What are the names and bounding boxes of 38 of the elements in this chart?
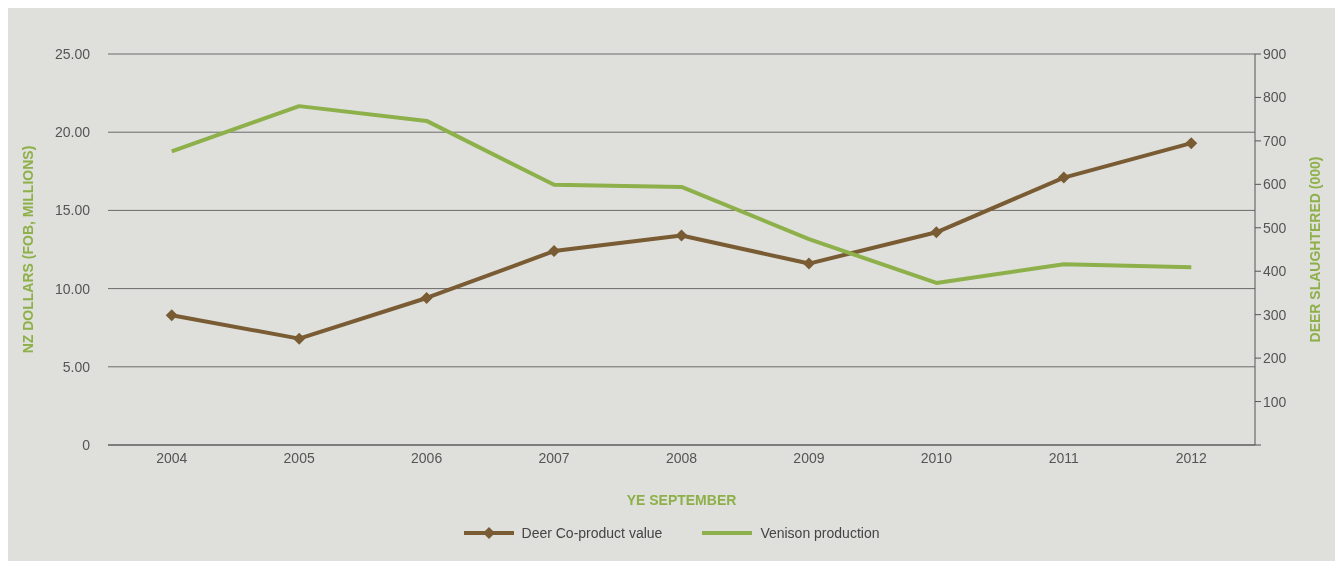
y-tick-label: 20.00 <box>54 124 91 141</box>
point <box>675 229 688 242</box>
point <box>165 309 178 322</box>
y-tick-label: 15.00 <box>54 202 91 219</box>
line-series <box>169 104 1194 285</box>
y2-axis-title: DEER SLAUGHTERED (000) <box>1306 156 1323 343</box>
point <box>802 257 815 270</box>
y-tick-label: 25.00 <box>54 45 91 62</box>
y2-tick-label: 300 <box>1263 306 1287 323</box>
x-tick-label: 2006 <box>411 449 443 466</box>
point <box>1057 171 1070 184</box>
y2-tick-label: 500 <box>1263 219 1287 236</box>
point <box>1185 137 1198 150</box>
x-axis-title: YE SEPTEMBER <box>626 492 737 508</box>
y2-tick-label: 900 <box>1263 45 1287 62</box>
y2-tick-label: 100 <box>1263 393 1287 410</box>
point <box>293 332 306 345</box>
y2-tick-label: 800 <box>1263 89 1287 106</box>
legend-label: Venison production <box>760 525 880 541</box>
x-tick-label: 2012 <box>1175 449 1208 466</box>
y-tick-label: 5.00 <box>62 358 91 375</box>
y-tick-label: 0 <box>82 436 91 453</box>
y-tick-label: 10.00 <box>54 280 91 297</box>
y2-tick-label: 700 <box>1263 132 1287 149</box>
x-tick-label: 2004 <box>156 449 188 466</box>
point <box>930 226 943 239</box>
x-tick-label: 2009 <box>793 449 825 466</box>
y2-tick-label: 600 <box>1263 176 1287 193</box>
x-tick-label: 2008 <box>665 449 698 466</box>
y2-tick-label: 200 <box>1263 350 1287 367</box>
x-tick-label: 2011 <box>1048 449 1080 466</box>
x-tick-label: 2010 <box>920 449 953 466</box>
x-tick-label: 2005 <box>283 449 315 466</box>
y2-tick-label: 400 <box>1263 263 1287 280</box>
y-axis-title: NZ DOLLARS (FOB, MILLIONS) <box>19 145 36 354</box>
point <box>420 291 433 304</box>
legend-label: Deer Co-product value <box>521 525 663 541</box>
x-tick-label: 2007 <box>538 449 570 466</box>
